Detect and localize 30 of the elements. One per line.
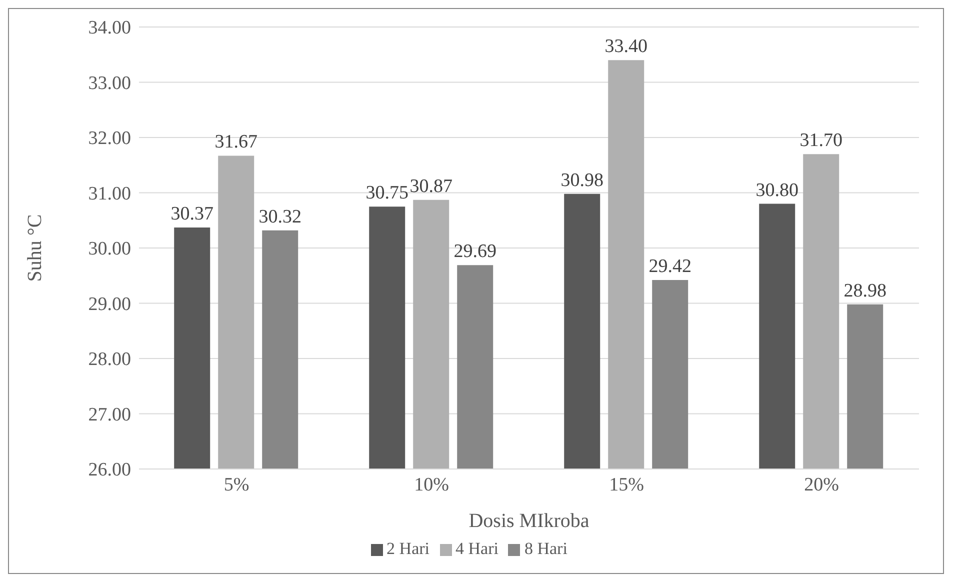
y-tick-label: 29.00	[88, 294, 131, 315]
data-label: 30.37	[170, 204, 214, 225]
data-label: 31.67	[214, 132, 258, 153]
data-label: 30.87	[410, 176, 452, 197]
x-tick-label: 5%	[224, 474, 250, 496]
data-label: 29.69	[454, 241, 496, 262]
data-label: 33.40	[604, 36, 648, 58]
x-tick-label: 20%	[804, 474, 840, 496]
data-label: 30.32	[258, 206, 302, 228]
x-tick-label: 15%	[609, 474, 644, 496]
y-tick-label: 28.00	[88, 349, 131, 370]
y-tick-label: 31.00	[88, 183, 131, 204]
data-label: 29.42	[648, 256, 692, 278]
y-tick-label: 34.00	[88, 18, 131, 39]
y-tick-label: 30.00	[88, 238, 131, 260]
y-tick-label: 27.00	[88, 404, 131, 426]
x-tick-label: 10%	[414, 474, 450, 496]
y-tick-label: 33.00	[88, 72, 131, 94]
legend-label: 8 Hari	[524, 539, 568, 558]
data-label: 31.70	[800, 130, 842, 152]
data-label: 30.98	[560, 170, 604, 191]
x-axis-title: Dosis MIkroba	[468, 510, 590, 532]
y-axis-title: Suhu °C	[24, 214, 46, 282]
legend-label: 2 Hari	[386, 539, 430, 558]
data-label: 28.98	[844, 280, 886, 302]
data-label: 30.80	[756, 180, 798, 201]
data-label: 30.75	[366, 182, 408, 204]
y-tick-label: 26.00	[88, 460, 131, 481]
legend-label: 4 Hari	[456, 539, 498, 558]
y-tick-label: 32.00	[88, 128, 131, 150]
